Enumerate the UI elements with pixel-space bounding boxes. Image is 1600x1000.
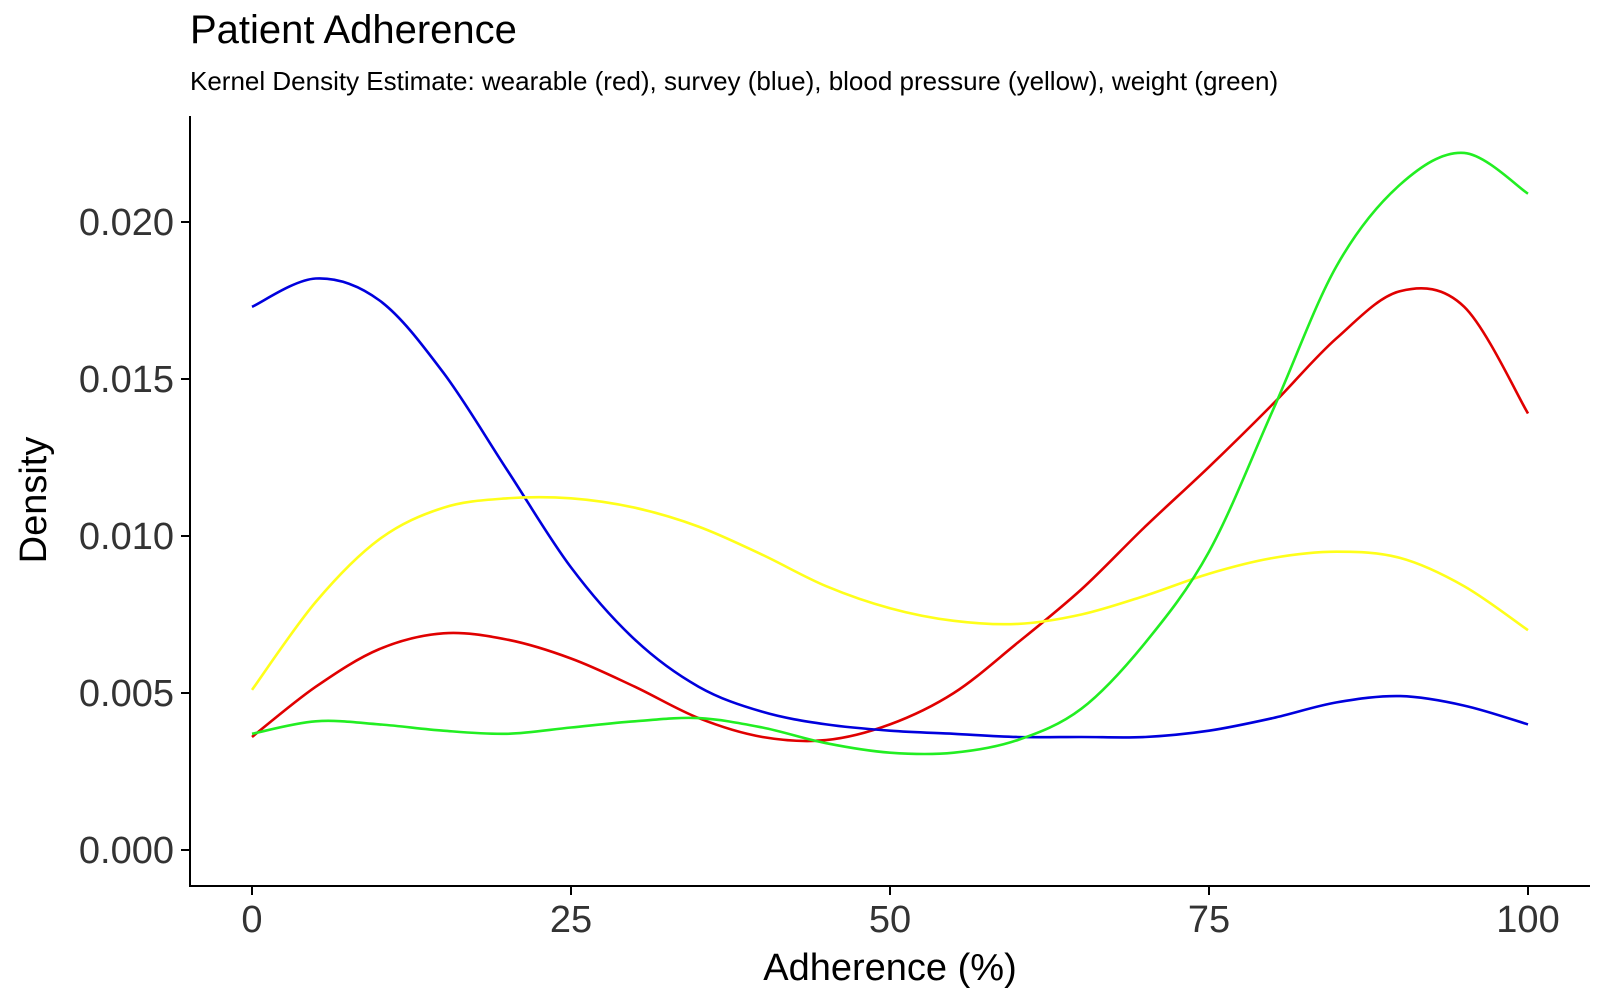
x-ticks: 0 25 50 75 100 <box>241 886 1560 941</box>
series-layer <box>250 151 1530 756</box>
series-line-blue <box>251 277 1529 739</box>
chart-subtitle: Kernel Density Estimate: wearable (red),… <box>190 66 1279 96</box>
y-tick-label: 0.005 <box>79 673 174 715</box>
y-tick-label: 0.020 <box>79 202 174 244</box>
x-tick-label: 0 <box>241 899 262 941</box>
y-axis-title: Density <box>13 437 55 564</box>
y-tick-label: 0.015 <box>79 359 174 401</box>
series-line-red <box>251 286 1530 743</box>
y-tick-label: 0.000 <box>79 830 174 872</box>
y-tick-label: 0.010 <box>79 516 174 558</box>
series-line-green <box>251 151 1529 756</box>
x-tick-label: 50 <box>869 899 911 941</box>
x-axis-title: Adherence (%) <box>763 947 1016 989</box>
y-ticks: 0.000 0.005 0.010 0.015 0.020 <box>79 202 190 872</box>
x-tick-label: 100 <box>1496 899 1559 941</box>
series-line-yellow <box>250 495 1529 691</box>
x-tick-label: 25 <box>550 899 592 941</box>
x-tick-label: 75 <box>1188 899 1230 941</box>
chart-title: Patient Adherence <box>190 8 517 52</box>
